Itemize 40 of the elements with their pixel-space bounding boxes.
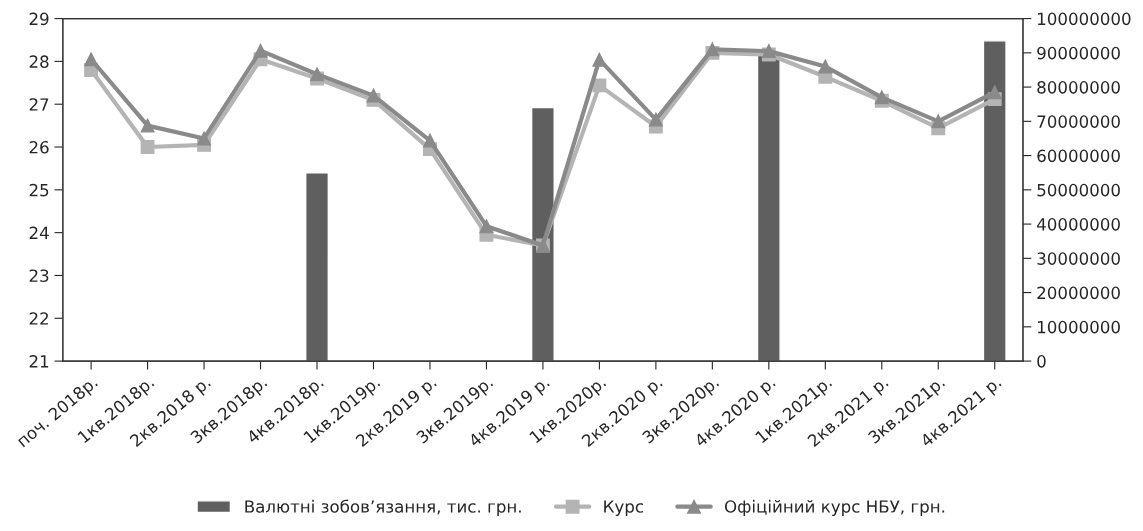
point bbox=[423, 133, 437, 148]
point bbox=[592, 52, 607, 67]
y2-tick-label: 80000000 bbox=[1037, 81, 1120, 94]
legend-label: Валютні зобов’язання, тис. грн. bbox=[245, 499, 521, 516]
bar bbox=[530, 106, 555, 362]
point bbox=[197, 131, 212, 146]
y2-tick-label: 30000000 bbox=[1037, 252, 1120, 265]
point bbox=[253, 43, 268, 58]
y-tick-label: 21 bbox=[29, 355, 49, 368]
bar bbox=[305, 172, 330, 362]
point bbox=[987, 85, 1002, 100]
y2-tick-label: 20000000 bbox=[1037, 286, 1120, 300]
legend-label: Курс bbox=[604, 500, 644, 516]
y2-tick-label: 100000000 bbox=[1038, 12, 1131, 26]
y-tick-label: 24 bbox=[29, 226, 49, 239]
y2-tick-label: 70000000 bbox=[1037, 115, 1120, 128]
y2-tick-label: 40000000 bbox=[1036, 218, 1120, 231]
point bbox=[84, 52, 99, 67]
y2-tick-label: 0 bbox=[1037, 355, 1046, 368]
point bbox=[479, 219, 494, 234]
point bbox=[366, 88, 381, 103]
y-tick-label: 28 bbox=[29, 55, 49, 68]
point bbox=[310, 67, 324, 82]
bar bbox=[982, 40, 1007, 362]
y2-tick-label: 90000000 bbox=[1037, 46, 1120, 60]
y-tick-label: 29 bbox=[29, 12, 49, 26]
legend-label: Офіційний курс НБУ, грн. bbox=[724, 499, 945, 516]
y-tick-label: 23 bbox=[29, 269, 49, 283]
y-tick-label: 27 bbox=[29, 98, 49, 111]
y-tick-label: 25 bbox=[29, 183, 49, 197]
y2-tick-label: 60000000 bbox=[1037, 149, 1120, 163]
y2-tick-label: 10000000 bbox=[1038, 320, 1120, 334]
point bbox=[818, 59, 833, 74]
y-tick-label: 22 bbox=[29, 312, 48, 325]
point bbox=[931, 114, 946, 129]
point bbox=[140, 118, 155, 133]
point bbox=[648, 112, 663, 127]
y2-tick-label: 50000000 bbox=[1037, 183, 1120, 197]
point bbox=[140, 140, 155, 154]
y-tick-label: 26 bbox=[29, 140, 49, 154]
